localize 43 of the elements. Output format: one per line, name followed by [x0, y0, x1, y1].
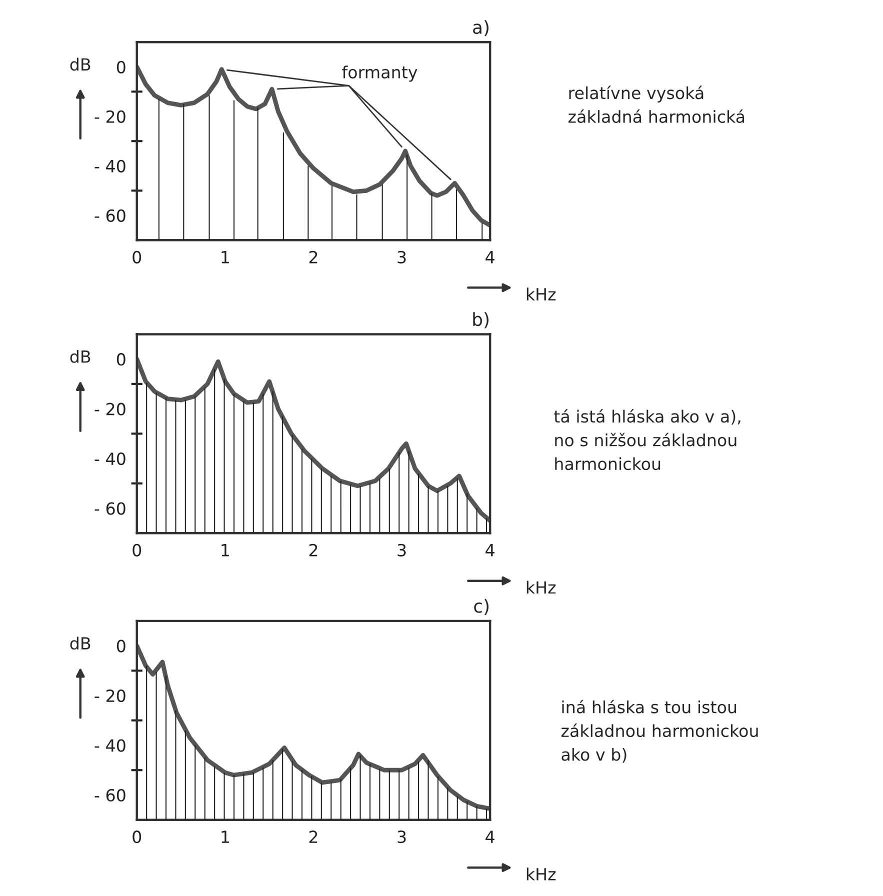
x-tick-label: 0: [132, 250, 142, 264]
x-axis-title: kHz: [526, 288, 556, 300]
x-tick-label: 3: [398, 250, 406, 264]
text: relatívne vysoká základná harmonická: [568, 86, 744, 123]
y-axis-title: dB: [70, 350, 90, 363]
y-tick-label: - 60: [94, 788, 126, 802]
x-tick-label: 2: [309, 250, 318, 264]
x-tick-label: 2: [309, 544, 318, 556]
y-axis-title: dB: [70, 58, 90, 71]
x-tick-label: 4: [486, 830, 494, 843]
x-tick-label: 4: [486, 544, 494, 556]
x-axis-title: kHz: [526, 580, 556, 594]
line-series: [136, 64, 490, 228]
x-axis-title: kHz: [526, 868, 556, 880]
y-tick-label: 0: [116, 640, 126, 652]
y-tick-label: - 20: [94, 402, 126, 416]
text: iná hláska s tou istou základnou harmonickou ako v b): [561, 700, 758, 763]
y-tick-label: 0: [116, 353, 126, 366]
chart-title: a): [473, 20, 489, 36]
x-tick-label: 1: [222, 251, 229, 264]
line-series: [136, 356, 490, 523]
y-axis-title: dB: [70, 636, 90, 650]
y-tick-label: - 60: [94, 209, 126, 222]
x-tick-label: 1: [222, 544, 229, 556]
x-tick-label: 3: [398, 830, 406, 844]
y-tick-label: - 20: [94, 689, 126, 702]
annotation: formanty: [342, 66, 418, 82]
x-tick-label: 2: [309, 830, 318, 843]
x-tick-label: 3: [398, 544, 406, 556]
y-tick-label: - 40: [94, 739, 126, 752]
chart-title: c): [474, 598, 489, 615]
line-series: [136, 644, 490, 811]
x-tick-label: 4: [486, 251, 494, 264]
y-tick-label: 0: [116, 60, 126, 74]
text: tá istá hláska ako v a), no s nižšou základnou harmonickou: [554, 409, 740, 470]
x-tick-label: 1: [222, 830, 229, 843]
x-tick-label: 0: [132, 830, 142, 844]
y-tick-label: - 60: [94, 502, 126, 515]
y-tick-label: - 40: [94, 452, 126, 466]
y-tick-label: - 20: [94, 110, 126, 123]
chart-title: b): [473, 312, 489, 328]
y-tick-label: - 40: [94, 160, 126, 172]
x-tick-label: 0: [132, 544, 142, 556]
